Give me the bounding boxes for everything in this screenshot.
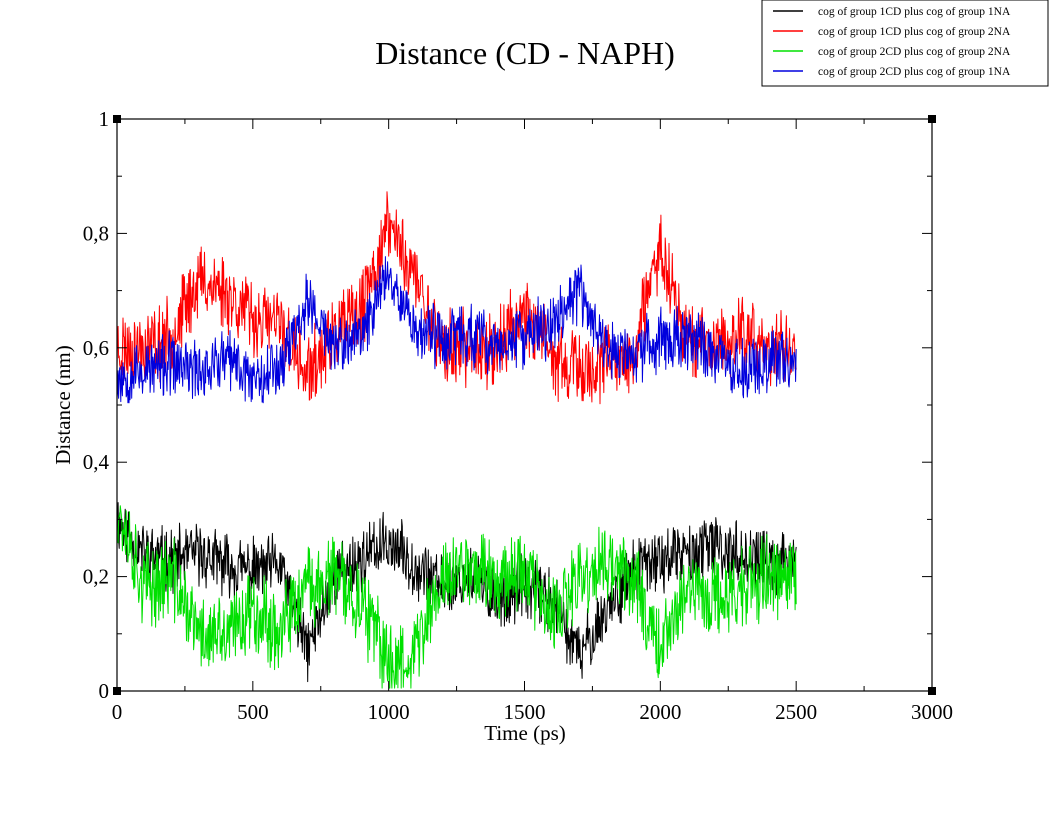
frame-corner-markers xyxy=(113,115,936,695)
legend: cog of group 1CD plus cog of group 1NA co… xyxy=(761,0,1049,87)
y-tick-label: 0 xyxy=(99,679,110,703)
series-line-2 xyxy=(116,191,797,405)
x-axis-label: Time (ps) xyxy=(484,721,566,745)
y-tick-label: 0,4 xyxy=(83,450,110,474)
series-layer xyxy=(116,191,797,689)
x-tick-label: 3000 xyxy=(911,700,953,724)
x-tick-label: 2500 xyxy=(775,700,817,724)
chart-title: Distance (CD - NAPH) xyxy=(375,35,675,71)
corner-marker-top-right xyxy=(928,115,936,123)
series-line-3 xyxy=(116,505,797,689)
legend-entry-label: cog of group 2CD plus cog of group 1NA xyxy=(818,66,1011,78)
legend-entry-label: cog of group 1CD plus cog of group 2NA xyxy=(818,26,1011,38)
series-line-1 xyxy=(116,502,797,683)
corner-marker-bottom-right xyxy=(928,687,936,695)
x-tick-label: 500 xyxy=(237,700,269,724)
x-tick-label: 2000 xyxy=(639,700,681,724)
x-tick-label: 1000 xyxy=(368,700,410,724)
legend-entry-label: cog of group 2CD plus cog of group 2NA xyxy=(818,46,1011,58)
y-tick-label: 0,6 xyxy=(83,336,109,360)
series-line-4 xyxy=(116,256,797,404)
y-tick-label: 0,8 xyxy=(83,221,109,245)
corner-marker-top-left xyxy=(113,115,121,123)
legend-box xyxy=(761,0,1049,87)
legend-entry-label: cog of group 1CD plus cog of group 1NA xyxy=(818,6,1011,18)
ticks-layer: 0 500 1000 1500 2000 2500 3000 0 0,2 0,4 0,6 0,8 1 xyxy=(83,107,953,724)
corner-marker-bottom-left xyxy=(113,687,121,695)
x-tick-label: 0 xyxy=(112,700,123,724)
y-axis-label: Distance (nm) xyxy=(51,345,75,465)
y-tick-label: 0,2 xyxy=(83,565,109,589)
x-tick-label: 1500 xyxy=(504,700,546,724)
y-tick-label: 1 xyxy=(99,107,110,131)
